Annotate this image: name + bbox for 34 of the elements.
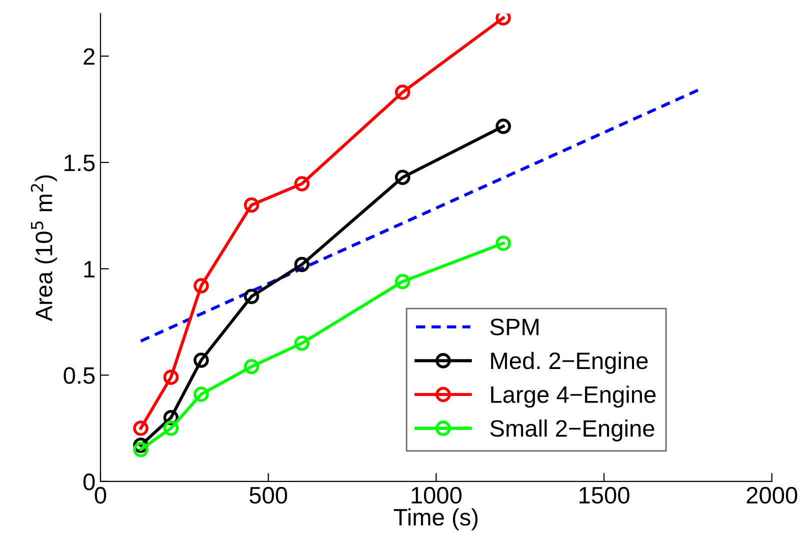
point <box>294 176 310 192</box>
point <box>194 278 209 294</box>
point <box>163 420 179 436</box>
x-tick-label: 2000 <box>746 486 798 504</box>
point <box>294 336 310 351</box>
x-tick-label: 1500 <box>580 486 630 504</box>
y-axis-title: Area (10$^{5}$ m$^{2}$) <box>30 175 58 322</box>
y-tick-label: 2 <box>84 48 94 65</box>
x-tick-label: 500 <box>250 486 288 504</box>
x-tick-label: 1000 <box>412 486 462 504</box>
point <box>194 386 209 402</box>
point <box>496 118 511 134</box>
x-tick-label: 0 <box>94 486 106 504</box>
x-axis-title: Time (s) <box>394 508 478 530</box>
point <box>394 84 410 100</box>
point <box>244 197 260 213</box>
point <box>163 370 179 385</box>
point <box>294 256 310 272</box>
legend-label: Large 4−Engine <box>491 386 656 408</box>
y-tick-label: 1 <box>84 261 94 278</box>
y-tick-label: 1.5 <box>64 154 95 172</box>
point <box>496 236 511 251</box>
point <box>244 358 260 374</box>
legend-label: Small 2−Engine <box>490 419 654 442</box>
point <box>194 352 209 368</box>
y-tick-label: 0 <box>83 474 95 490</box>
point <box>133 420 148 436</box>
point <box>133 442 148 458</box>
y-tick-label: 0.5 <box>64 367 95 384</box>
point <box>244 288 260 304</box>
point <box>394 274 410 290</box>
legend-label: Med. 2−Engine <box>491 352 648 374</box>
legend-label: SPM <box>490 318 538 336</box>
point <box>394 170 410 185</box>
